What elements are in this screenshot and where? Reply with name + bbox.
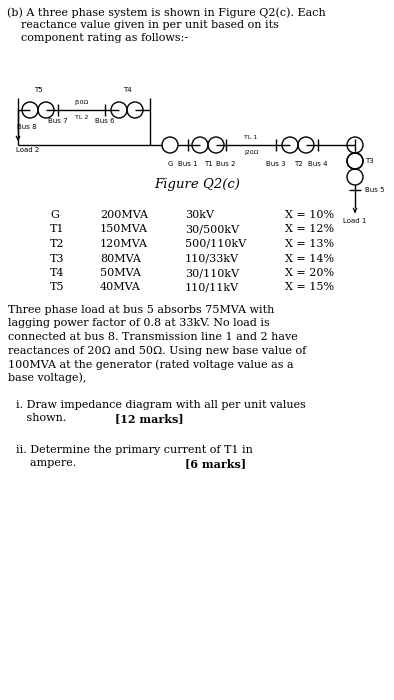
Text: TL 1: TL 1 <box>244 135 258 140</box>
Text: X = 12%: X = 12% <box>285 225 334 235</box>
Text: Bus 8: Bus 8 <box>17 124 37 130</box>
Text: base voltage),: base voltage), <box>8 372 86 383</box>
Text: T3: T3 <box>365 158 374 164</box>
Text: X = 10%: X = 10% <box>285 210 334 220</box>
Text: [6 marks]: [6 marks] <box>185 458 246 469</box>
Text: connected at bus 8. Transmission line 1 and 2 have: connected at bus 8. Transmission line 1 … <box>8 332 298 342</box>
Text: 120MVA: 120MVA <box>100 239 148 249</box>
Text: Load 1: Load 1 <box>343 218 367 224</box>
Text: 30/500kV: 30/500kV <box>185 225 239 235</box>
Text: T4: T4 <box>50 268 65 278</box>
Text: shown.: shown. <box>16 413 66 423</box>
Text: [12 marks]: [12 marks] <box>115 413 184 424</box>
Text: ampere.: ampere. <box>16 458 76 468</box>
Text: 50MVA: 50MVA <box>100 268 141 278</box>
Text: reactances of 20Ω and 50Ω. Using new base value of: reactances of 20Ω and 50Ω. Using new bas… <box>8 346 306 356</box>
Text: T5: T5 <box>50 283 65 293</box>
Text: 110/11kV: 110/11kV <box>185 283 239 293</box>
Text: T4: T4 <box>123 87 131 93</box>
Text: reactance value given in per unit based on its: reactance value given in per unit based … <box>7 20 279 30</box>
Text: 30kV: 30kV <box>185 210 214 220</box>
Text: TL 2: TL 2 <box>75 115 88 120</box>
Text: X = 20%: X = 20% <box>285 268 334 278</box>
Text: i. Draw impedance diagram with all per unit values: i. Draw impedance diagram with all per u… <box>16 400 306 410</box>
Text: Bus 7: Bus 7 <box>48 118 68 124</box>
Text: T2: T2 <box>50 239 65 249</box>
Text: 30/110kV: 30/110kV <box>185 268 239 278</box>
Text: X = 15%: X = 15% <box>285 283 334 293</box>
Text: j50Ω: j50Ω <box>74 100 89 105</box>
Text: G: G <box>167 161 173 167</box>
Text: component rating as follows:-: component rating as follows:- <box>7 33 188 43</box>
Text: 40MVA: 40MVA <box>100 283 141 293</box>
Text: 80MVA: 80MVA <box>100 253 141 263</box>
Text: 200MVA: 200MVA <box>100 210 148 220</box>
Text: T1: T1 <box>50 225 65 235</box>
Text: X = 13%: X = 13% <box>285 239 334 249</box>
Text: X = 14%: X = 14% <box>285 253 334 263</box>
Text: Bus 1: Bus 1 <box>178 161 198 167</box>
Text: Bus 4: Bus 4 <box>308 161 328 167</box>
Text: 100MVA at the generator (rated voltage value as a: 100MVA at the generator (rated voltage v… <box>8 359 294 370</box>
Text: T2: T2 <box>294 161 302 167</box>
Text: Three phase load at bus 5 absorbs 75MVA with: Three phase load at bus 5 absorbs 75MVA … <box>8 305 274 315</box>
Text: 110/33kV: 110/33kV <box>185 253 239 263</box>
Text: Figure Q2(c): Figure Q2(c) <box>154 178 240 191</box>
Text: ii. Determine the primary current of T1 in: ii. Determine the primary current of T1 … <box>16 445 253 455</box>
Text: Bus 3: Bus 3 <box>266 161 286 167</box>
Text: j20Ω: j20Ω <box>244 150 258 155</box>
Text: G: G <box>50 210 59 220</box>
Text: Bus 5: Bus 5 <box>365 187 385 193</box>
Text: T1: T1 <box>204 161 212 167</box>
Text: Load 2: Load 2 <box>16 147 39 153</box>
Text: (b) A three phase system is shown in Figure Q2(c). Each: (b) A three phase system is shown in Fig… <box>7 7 326 18</box>
Text: 500/110kV: 500/110kV <box>185 239 246 249</box>
Text: 150MVA: 150MVA <box>100 225 148 235</box>
Text: T5: T5 <box>34 87 42 93</box>
Text: Bus 2: Bus 2 <box>216 161 236 167</box>
Text: lagging power factor of 0.8 at 33kV. No load is: lagging power factor of 0.8 at 33kV. No … <box>8 318 270 328</box>
Text: T3: T3 <box>50 253 65 263</box>
Text: Bus 6: Bus 6 <box>95 118 115 124</box>
